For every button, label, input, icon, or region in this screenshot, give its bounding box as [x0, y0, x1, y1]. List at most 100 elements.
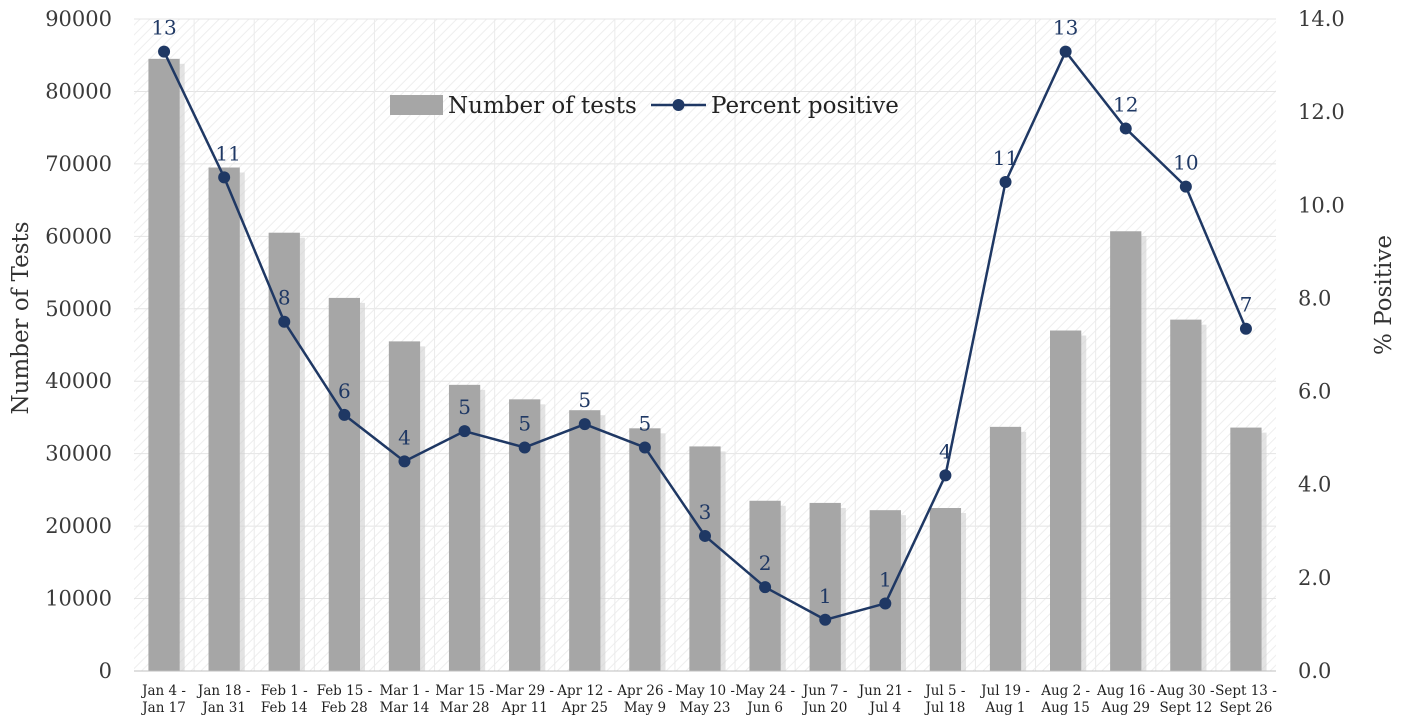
x-tick-label: May 9: [624, 700, 666, 716]
x-tick-label: Jul 5 -: [923, 683, 965, 699]
bars: [148, 58, 1267, 672]
percent-point: [518, 441, 531, 454]
percent-point: [1059, 45, 1072, 58]
bar: [629, 428, 661, 671]
legend-swatch-percent-marker: [672, 99, 685, 111]
bar: [509, 399, 541, 671]
bar: [1110, 231, 1142, 672]
bar: [929, 508, 962, 671]
data-label: 10: [1173, 151, 1198, 175]
x-tick-label: Jun 21 -: [857, 683, 912, 699]
y2-tick-label: 6.0: [1298, 380, 1331, 404]
bar: [148, 58, 180, 672]
bar: [869, 510, 901, 671]
x-tick-label: Jun 7 -: [801, 683, 848, 699]
y2-tick-label: 10.0: [1298, 193, 1345, 217]
x-tick-label: Jun 20: [801, 700, 847, 716]
y2-tick-label: 12.0: [1298, 100, 1345, 124]
x-tick-label: Feb 14: [261, 700, 308, 716]
data-label: 4: [398, 425, 411, 449]
y-tick-label: 80000: [45, 79, 112, 103]
x-tick-label: Aug 2 -: [1040, 683, 1090, 699]
percent-point: [1119, 122, 1132, 135]
legend-swatch-tests: [390, 95, 443, 115]
data-label: 11: [215, 141, 240, 165]
x-tick-label: Sept 26: [1220, 700, 1273, 716]
percent-point: [398, 455, 411, 468]
data-label: 12: [1113, 92, 1138, 116]
x-tick-label: Sept 13 -: [1215, 683, 1277, 699]
x-tick-label: Apr 26 -: [616, 683, 672, 699]
percent-point: [218, 171, 231, 184]
x-tick-label: Apr 11: [501, 700, 548, 716]
y-tick-label: 90000: [45, 7, 112, 31]
x-tick-label: Aug 1: [985, 700, 1026, 716]
percent-point: [338, 408, 351, 421]
y2-tick-label: 14.0: [1298, 7, 1345, 31]
data-label: 7: [1240, 293, 1253, 317]
percent-point: [879, 597, 892, 610]
percent-point: [458, 425, 471, 438]
y-tick-label: 20000: [45, 514, 112, 538]
x-tick-label: Jun 6: [745, 700, 783, 716]
legend-label-tests: Number of tests: [448, 93, 637, 119]
x-tick-label: Jan 18 -: [196, 683, 250, 699]
data-label: 13: [151, 16, 176, 40]
percent-point: [278, 315, 291, 328]
bar: [328, 297, 360, 671]
x-tick-label: Aug 15: [1040, 700, 1090, 716]
axes: 0 10000 20000 30000 40000 50000 60000 70000 8000…: [45, 7, 1345, 716]
y-tick-label: 60000: [45, 224, 112, 248]
x-tick-label: May 10 -: [675, 683, 735, 699]
bar: [689, 446, 721, 671]
data-label: 6: [338, 379, 351, 403]
bar: [569, 410, 601, 671]
x-tick-label: Mar 14: [380, 700, 430, 716]
y2-axis-title: % Positive: [1371, 235, 1397, 355]
x-tick-label: Mar 28: [440, 700, 490, 716]
x-tick-label: Jan 17: [140, 700, 186, 716]
gridlines: [134, 18, 1276, 671]
x-tick-label: Aug 30 -: [1156, 683, 1214, 699]
bar: [388, 341, 421, 671]
percent-point: [759, 581, 772, 594]
bar: [809, 502, 841, 671]
bar: [989, 426, 1022, 671]
x-tick-label: May 24 -: [735, 683, 795, 699]
percent-point: [1179, 180, 1192, 193]
x-tick-label: Jan 31: [200, 700, 246, 716]
bar: [268, 232, 300, 671]
x-tick-label: Aug 16 -: [1096, 683, 1154, 699]
data-label: 5: [458, 395, 471, 419]
percent-point: [699, 529, 711, 542]
data-label: 5: [578, 388, 591, 412]
bar: [208, 167, 240, 671]
x-tick-label: May 23: [680, 700, 731, 716]
x-tick-label: Sept 12: [1159, 700, 1212, 716]
x-tick-label: Jul 18: [923, 700, 965, 716]
y2-tick-label: 4.0: [1298, 473, 1331, 497]
y-tick-label: 40000: [45, 369, 112, 393]
x-tick-label: Jul 19 -: [979, 683, 1030, 699]
y2-tick-label: 0.0: [1298, 659, 1331, 683]
data-label: 13: [1053, 16, 1078, 40]
percent-point: [578, 418, 591, 431]
data-label: 8: [278, 286, 291, 310]
data-label: 1: [819, 584, 832, 608]
y-axis-title: Number of Tests: [8, 221, 34, 414]
x-tick-label: Mar 29 -: [495, 683, 554, 699]
data-label: 11: [993, 146, 1018, 170]
x-tick-label: Aug 29: [1100, 700, 1150, 716]
y-tick-label: 50000: [45, 297, 112, 321]
data-label: 3: [699, 500, 712, 524]
percent-point: [819, 613, 832, 626]
x-tick-label: Apr 12 -: [556, 683, 612, 699]
y2-tick-label: 2.0: [1298, 566, 1331, 590]
y-tick-label: 70000: [45, 152, 112, 176]
x-tick-label: Jul 4: [868, 700, 901, 716]
percent-point: [999, 176, 1012, 188]
x-tick-label: Feb 15 -: [317, 683, 373, 699]
